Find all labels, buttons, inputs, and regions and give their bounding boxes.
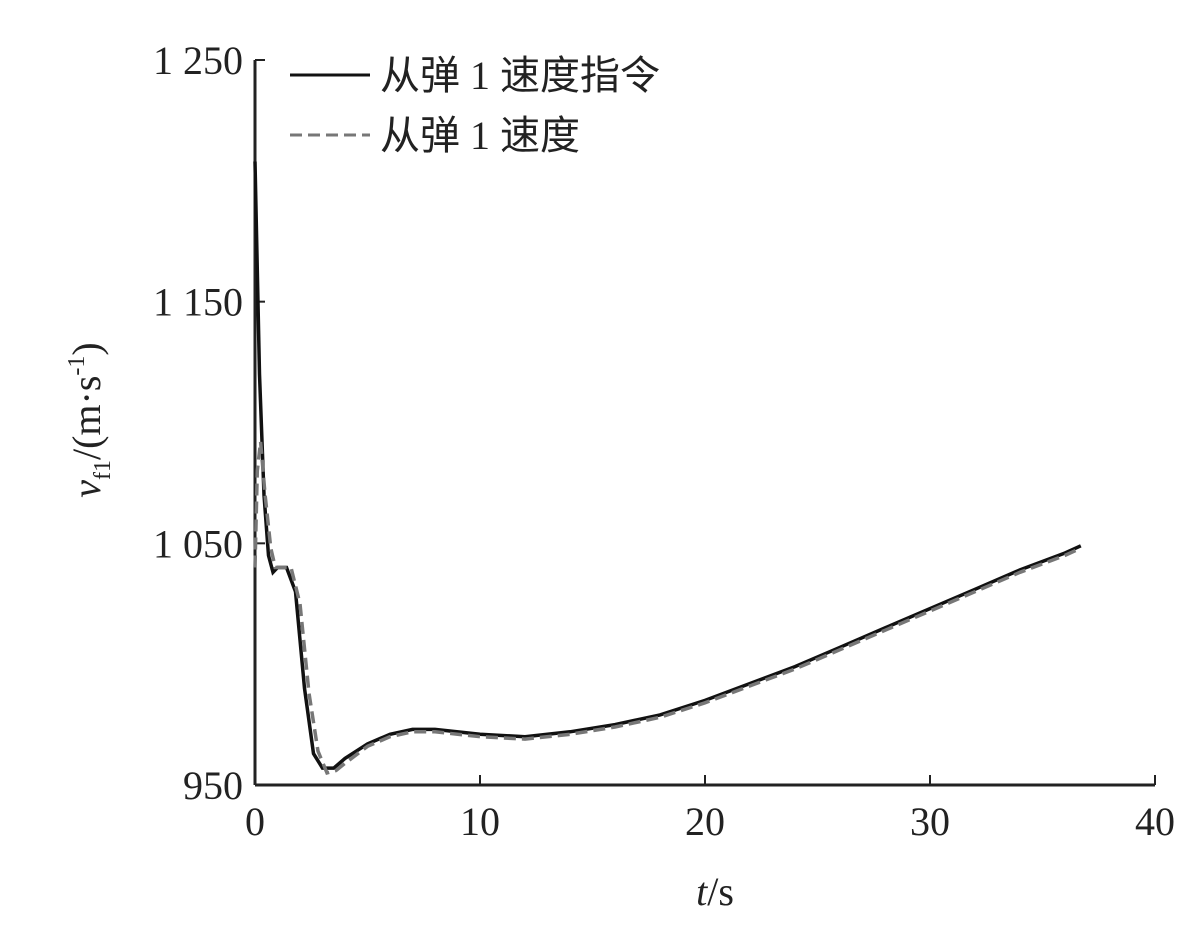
y-tick-label: 1 250: [153, 38, 243, 83]
y-tick-label: 1 150: [153, 280, 243, 325]
y-tick-label: 950: [183, 763, 243, 808]
x-axis-label: t/s: [696, 869, 734, 914]
y-tick-label: 1 050: [153, 521, 243, 566]
legend-label: 从弹 1 速度指令: [380, 53, 660, 98]
legend-label: 从弹 1 速度: [380, 113, 580, 158]
x-tick-label: 30: [910, 799, 950, 844]
x-tick-label: 10: [460, 799, 500, 844]
x-tick-label: 0: [245, 799, 265, 844]
series-line: [253, 441, 1082, 775]
series-line: [253, 161, 1082, 770]
x-tick-label: 20: [685, 799, 725, 844]
x-tick-label: 40: [1135, 799, 1175, 844]
y-axis-label: vf1/(m·s-1): [64, 342, 116, 498]
